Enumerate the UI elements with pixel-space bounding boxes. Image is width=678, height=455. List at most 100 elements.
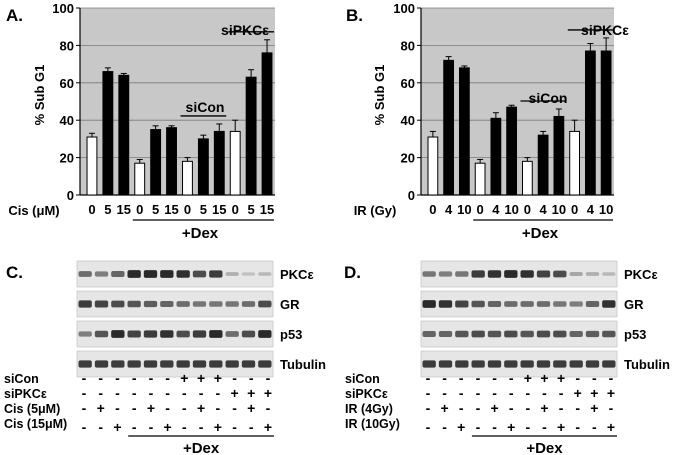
blot-c-band <box>192 301 207 307</box>
blot-d-sign: + <box>607 385 615 401</box>
chart-a-xtick-label: 0 <box>184 202 191 217</box>
blot-d-sign: - <box>459 370 464 386</box>
chart-a-bar <box>213 130 225 196</box>
blot-c-sign: + <box>247 400 255 416</box>
blot-d-band <box>553 360 567 368</box>
chart-a-xtick-label: 15 <box>260 202 274 217</box>
chart-a-xtick-label: 15 <box>117 202 131 217</box>
blot-c-band <box>258 330 272 338</box>
blot-d-band <box>504 330 518 338</box>
chart-a-sicon-label: siCon <box>186 99 225 115</box>
blot-d-sign: - <box>426 385 431 401</box>
blot-c-band <box>209 360 223 368</box>
blot-c-band <box>78 271 92 277</box>
blot-d-sign: - <box>492 370 497 386</box>
chart-a-bar <box>102 71 114 196</box>
blot-c-sign: - <box>165 370 170 386</box>
blot-c-band <box>241 360 256 368</box>
blot-d-sign: - <box>459 385 464 401</box>
panel-b-letter: B. <box>346 6 363 25</box>
blot-d-band <box>455 300 469 308</box>
chart-a-bar <box>118 74 130 196</box>
blot-d-blot-label: GR <box>624 297 644 312</box>
chart-b-bar <box>553 115 565 196</box>
blot-c-sign: - <box>232 419 237 435</box>
chart-a-xtick-label: 5 <box>200 202 207 217</box>
chart-a-ytick-label: 80 <box>60 38 74 53</box>
blot-c-sign: - <box>215 385 220 401</box>
blot-d-sign: - <box>492 419 497 435</box>
blot-c-strip <box>76 320 274 348</box>
blot-d-band <box>471 300 485 308</box>
blot-d-band <box>487 301 502 307</box>
blot-d-band <box>455 271 469 277</box>
blot-d-sign: - <box>476 370 481 386</box>
blot-c-sign: - <box>182 385 187 401</box>
chart-b-bar <box>506 106 518 196</box>
blot-d-band <box>422 271 436 277</box>
chart-a-ytick-label: 0 <box>67 188 74 203</box>
blot-c-sign: - <box>199 419 204 435</box>
blot-c-strip <box>76 260 274 288</box>
chart-b-bar <box>537 134 549 196</box>
blot-d-band <box>504 301 518 307</box>
blot-d-sign: - <box>592 370 597 386</box>
chart-a-bar <box>182 160 193 196</box>
blot-d-band <box>569 360 583 368</box>
blot-d-strip <box>420 350 618 378</box>
chart-b-ytick-label: 80 <box>401 38 415 53</box>
blot-c-band <box>111 330 125 338</box>
blot-c-band <box>78 360 92 368</box>
blot-c-sign: - <box>149 419 154 435</box>
blot-d-sign: + <box>441 400 449 416</box>
chart-b-ytick-label: 0 <box>408 188 415 203</box>
blot-d-band <box>602 300 616 308</box>
blot-d-band <box>569 272 583 276</box>
blot-d-band <box>455 360 469 368</box>
chart-a-ytick-label: 60 <box>60 76 74 91</box>
blot-d-row-label: IR (4Gy) <box>345 402 393 416</box>
blot-c-band <box>94 271 109 277</box>
blot-c-row-label: siCon <box>4 372 39 386</box>
blot-c-sign: + <box>214 370 222 386</box>
panel-d-letter: D. <box>344 263 361 282</box>
blot-d-sign: - <box>509 400 514 416</box>
blot-d-sign: - <box>575 400 580 416</box>
blot-d-sign: + <box>524 370 532 386</box>
chart-b-ytick-label: 100 <box>393 1 415 16</box>
blot-d-sign: - <box>509 370 514 386</box>
blot-d-band <box>585 330 600 338</box>
chart-b-xtick-label: 10 <box>504 202 518 217</box>
chart-b-bar <box>569 130 581 196</box>
blot-d-strip <box>420 290 618 318</box>
blot-c-band <box>225 331 239 337</box>
blot-c-blot-label: Tubulin <box>280 357 326 372</box>
blot-d-band <box>536 360 551 368</box>
chart-b-bar <box>521 160 533 196</box>
chart-b-bar <box>474 162 486 196</box>
blot-c-sign: + <box>214 419 222 435</box>
panel-c-letter: C. <box>6 263 23 282</box>
blot-d-band <box>438 271 453 277</box>
blot-c-strip <box>76 290 274 318</box>
blot-d-band <box>585 301 600 307</box>
blot-c-band <box>160 270 174 278</box>
chart-a-xlabel: Cis (μM) <box>8 203 59 218</box>
blot-d-band <box>422 360 436 368</box>
blot-d-sign: + <box>540 400 548 416</box>
chart-a-bar <box>229 130 241 196</box>
blot-d-sign: - <box>426 370 431 386</box>
blot-c-band <box>94 300 109 308</box>
blot-d-band <box>438 331 453 337</box>
chart-a-bar <box>245 76 257 196</box>
chart-b-xlabel: IR (Gy) <box>354 203 397 218</box>
blot-c-band <box>192 360 207 368</box>
blot-c-sign: - <box>98 385 103 401</box>
blot-c-sign: - <box>82 385 87 401</box>
blot-d-sign: + <box>574 385 582 401</box>
blot-d-band <box>487 330 502 338</box>
blot-d-band <box>422 300 436 308</box>
blot-c-band <box>241 301 256 307</box>
